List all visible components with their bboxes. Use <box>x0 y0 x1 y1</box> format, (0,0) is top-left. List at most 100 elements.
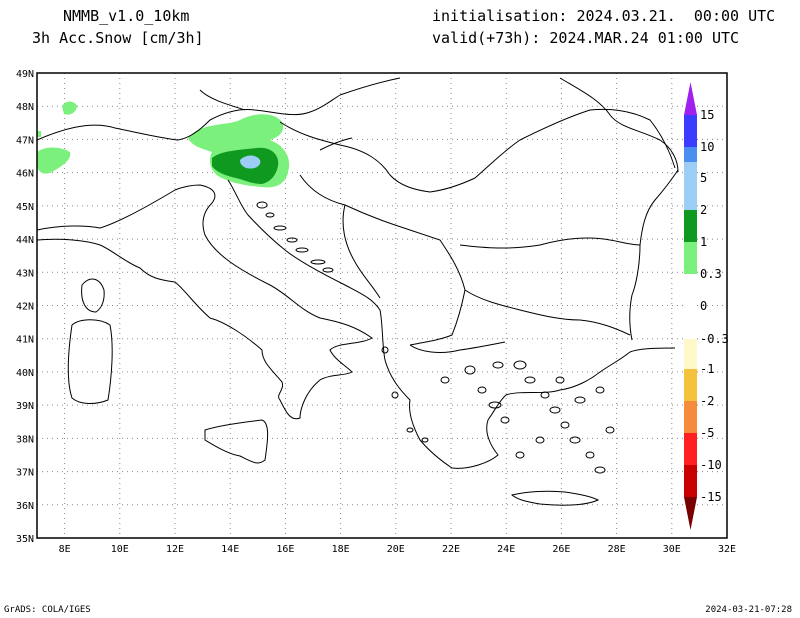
island-outline <box>381 346 389 354</box>
island-outline <box>440 376 450 384</box>
island-outline <box>256 201 268 209</box>
island-outline <box>464 365 476 375</box>
island-outline <box>310 259 326 265</box>
grads-credit: GrADS: COLA/IGES <box>4 605 91 615</box>
island-outline <box>549 406 561 414</box>
valid-time: valid(+73h): 2024.MAR.24 01:00 UTC <box>432 29 740 47</box>
islands <box>256 201 615 474</box>
legend-swatch <box>684 162 697 210</box>
lon-label: 20E <box>387 544 405 555</box>
lon-label: 32E <box>718 544 736 555</box>
lon-label: 18E <box>332 544 350 555</box>
lat-label: 38N <box>16 434 34 445</box>
island-outline <box>421 437 429 443</box>
lon-label: 12E <box>166 544 184 555</box>
island-outline <box>406 427 414 433</box>
balkan-coastline <box>227 179 631 469</box>
lat-label: 44N <box>16 235 34 246</box>
latitude-labels: 35N 36N 37N 38N 39N 40N 41N 42N 43N 44N 45N 46N 47N 4… <box>16 69 34 545</box>
lat-label: 46N <box>16 169 34 180</box>
island-outline <box>513 360 527 370</box>
render-timestamp: 2024-03-21-07:28 <box>705 605 792 615</box>
legend-swatch <box>684 339 697 369</box>
legend-level-label: -10 <box>700 458 722 472</box>
lon-label: 8E <box>59 544 71 555</box>
lat-label: 37N <box>16 468 34 479</box>
lon-label: 22E <box>442 544 460 555</box>
lat-label: 47N <box>16 135 34 146</box>
legend-level-label: 10 <box>700 140 714 154</box>
coastlines-and-borders <box>36 77 679 506</box>
island-outline <box>500 416 510 424</box>
island-outline <box>569 436 581 444</box>
legend-swatch <box>684 115 697 147</box>
sardinia <box>67 319 113 404</box>
legend-swatch <box>684 433 697 465</box>
legend-top-arrow <box>684 82 697 115</box>
legend-swatch <box>684 465 697 497</box>
lat-label: 43N <box>16 268 34 279</box>
island-outline <box>273 225 287 231</box>
legend-level-label: 1 <box>700 235 707 249</box>
lon-label: 16E <box>276 544 294 555</box>
crete <box>510 490 600 506</box>
legend-level-label: 0 <box>700 299 707 313</box>
lat-label: 40N <box>16 368 34 379</box>
border-balkans-inner <box>299 174 631 353</box>
black-sea-coast <box>629 169 679 353</box>
island-outline <box>286 237 298 243</box>
legend-level-label: 2 <box>700 203 707 217</box>
lat-label: 39N <box>16 401 34 412</box>
snow-areas <box>37 101 290 188</box>
border-poland-ukraine <box>339 77 679 173</box>
island-outline <box>574 396 586 404</box>
sicily <box>204 419 269 464</box>
island-outline <box>492 361 504 369</box>
island-outline <box>605 426 615 434</box>
longitude-labels: 8E 10E 12E 14E 16E 18E 20E 22E 24E 26E 28E 30E 32E <box>59 544 736 555</box>
island-outline <box>560 421 570 429</box>
island-outline <box>515 451 525 459</box>
island-outline <box>488 401 502 409</box>
lat-label: 42N <box>16 302 34 313</box>
model-title: NMMB_v1.0_10km <box>63 7 190 25</box>
island-outline <box>477 386 487 394</box>
border-romania <box>459 108 676 249</box>
lon-label: 24E <box>497 544 515 555</box>
lon-label: 10E <box>111 544 129 555</box>
island-outline <box>391 391 399 399</box>
snow-area-northwest-light <box>62 101 77 115</box>
lat-label: 41N <box>16 335 34 346</box>
lat-label: 48N <box>16 102 34 113</box>
corsica <box>81 278 105 313</box>
lon-label: 30E <box>663 544 681 555</box>
color-legend <box>684 82 697 530</box>
lat-label: 36N <box>16 501 34 512</box>
legend-bottom-arrow <box>684 497 697 530</box>
lake-balaton <box>319 137 353 151</box>
island-outline <box>540 391 550 399</box>
legend-swatch <box>684 369 697 401</box>
legend-swatch <box>684 210 697 242</box>
lon-label: 14E <box>221 544 239 555</box>
color-legend-labels: 15 10 5 2 1 0.3 0 -0.3 -1 -2 -5 -10 -15 <box>700 108 729 504</box>
field-title: 3h Acc.Snow [cm/3h] <box>32 29 204 47</box>
lon-label: 28E <box>608 544 626 555</box>
island-outline <box>295 247 309 253</box>
island-outline <box>265 212 275 218</box>
legend-level-label: -15 <box>700 490 722 504</box>
lon-label: 26E <box>552 544 570 555</box>
border-hungary <box>279 121 476 193</box>
snow-area-west-light <box>37 147 71 174</box>
legend-swatch <box>684 147 697 162</box>
legend-level-label: 5 <box>700 171 707 185</box>
initialisation-time: initialisation: 2024.03.21. 00:00 UTC <box>432 7 776 25</box>
island-outline <box>555 376 565 384</box>
lat-label: 49N <box>16 69 34 80</box>
italy-coastline <box>36 184 373 420</box>
border-north <box>36 89 341 141</box>
legend-level-label: -0.3 <box>700 332 729 346</box>
lat-label: 45N <box>16 202 34 213</box>
lat-label: 35N <box>16 534 34 545</box>
